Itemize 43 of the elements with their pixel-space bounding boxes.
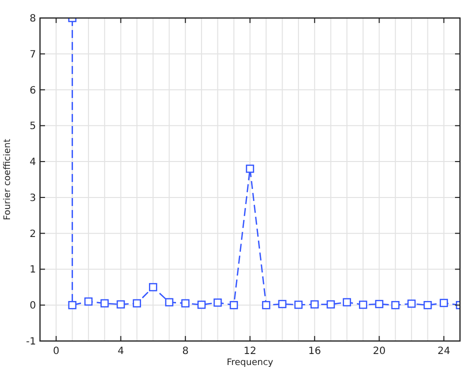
point — [246, 164, 254, 173]
x-tick-label: 20 — [372, 346, 386, 357]
point — [132, 299, 142, 308]
point — [197, 300, 206, 309]
x-tick-label: 16 — [308, 346, 321, 357]
y-tick-label: -1 — [26, 336, 36, 348]
point — [391, 301, 400, 310]
x-tick-label: 8 — [182, 346, 189, 357]
x-tick-label: 24 — [437, 346, 450, 357]
point — [68, 301, 76, 310]
point — [116, 300, 125, 308]
point — [165, 298, 174, 306]
point — [326, 300, 335, 308]
y-tick-label: 6 — [30, 85, 36, 96]
point — [262, 301, 270, 310]
point — [148, 283, 158, 292]
point — [424, 301, 432, 310]
point — [214, 298, 222, 307]
y-axis-title: Fourier coefficient — [3, 138, 13, 220]
point — [100, 299, 109, 308]
x-tick-label: 12 — [244, 346, 256, 357]
x-tick-label: 0 — [52, 346, 60, 357]
point — [278, 300, 286, 308]
y-tick-label: 4 — [30, 157, 36, 168]
point — [407, 300, 416, 308]
point — [310, 300, 319, 308]
point — [84, 297, 93, 306]
y-tick-label: 0 — [30, 300, 36, 312]
point — [375, 300, 384, 308]
y-tick-label: 5 — [30, 121, 36, 132]
point — [342, 298, 352, 306]
point — [440, 298, 448, 308]
x-tick-label: 4 — [118, 346, 124, 357]
y-tick-label: 7 — [30, 49, 36, 60]
x-axis-title: Frequency — [226, 358, 274, 367]
point — [181, 299, 190, 308]
point — [230, 301, 238, 310]
point — [294, 300, 303, 309]
y-tick-label: 8 — [30, 14, 36, 24]
point — [358, 300, 368, 309]
y-tick-label: 1 — [30, 264, 36, 276]
y-tick-label: 2 — [30, 228, 36, 240]
y-tick-label: 3 — [30, 192, 36, 204]
